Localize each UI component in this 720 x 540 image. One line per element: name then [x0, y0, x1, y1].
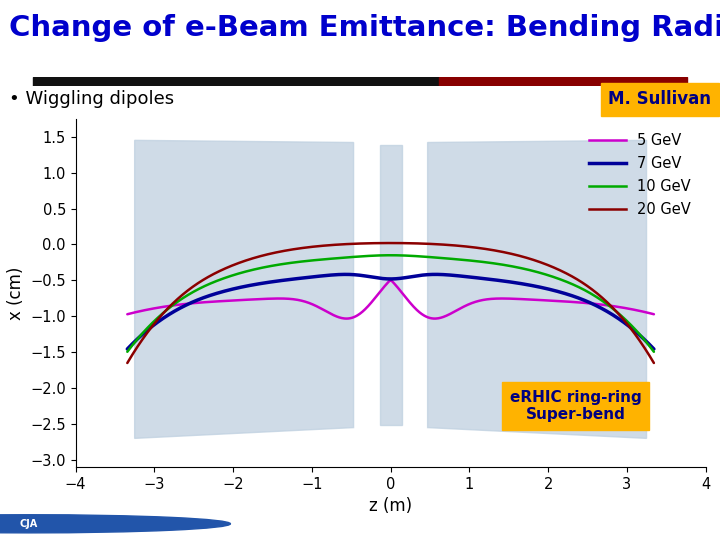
Polygon shape — [379, 145, 402, 426]
10 GeV — [572, 283, 581, 289]
Legend: 5 GeV, 7 GeV, 10 GeV, 20 GeV: 5 GeV, 7 GeV, 10 GeV, 20 GeV — [582, 126, 698, 225]
10 GeV — [485, 260, 494, 266]
Line: 7 GeV: 7 GeV — [127, 274, 654, 349]
20 GeV — [572, 276, 581, 282]
20 GeV — [135, 341, 143, 347]
10 GeV — [386, 252, 395, 259]
Text: eRHIC ring-ring
Super-bend: eRHIC ring-ring Super-bend — [510, 390, 642, 422]
Line: 10 GeV: 10 GeV — [127, 255, 654, 352]
Text: M. Sullivan: M. Sullivan — [608, 90, 711, 109]
7 GeV — [572, 294, 581, 301]
Polygon shape — [135, 140, 354, 438]
10 GeV — [649, 348, 658, 355]
5 GeV — [135, 308, 143, 315]
Y-axis label: x (cm): x (cm) — [6, 266, 24, 320]
5 GeV — [123, 311, 132, 318]
20 GeV — [386, 240, 395, 246]
Bar — [32, 77, 438, 86]
10 GeV — [536, 269, 545, 276]
5 GeV — [485, 296, 494, 302]
5 GeV — [536, 297, 545, 303]
5 GeV — [388, 278, 397, 285]
X-axis label: z (m): z (m) — [369, 497, 412, 515]
10 GeV — [135, 334, 143, 340]
Bar — [438, 77, 688, 86]
Text: Jefferson Lab: Jefferson Lab — [589, 516, 698, 531]
7 GeV — [574, 295, 582, 301]
7 GeV — [485, 276, 494, 282]
20 GeV — [536, 259, 545, 266]
5 GeV — [649, 311, 658, 318]
Text: Change of e-Beam Emittance: Bending Radius: Change of e-Beam Emittance: Bending Radi… — [9, 14, 720, 42]
Line: 5 GeV: 5 GeV — [127, 280, 654, 319]
20 GeV — [649, 360, 658, 366]
10 GeV — [123, 348, 132, 355]
7 GeV — [341, 271, 350, 278]
7 GeV — [387, 276, 396, 282]
7 GeV — [135, 334, 143, 340]
7 GeV — [649, 346, 658, 352]
5 GeV — [573, 299, 582, 306]
Text: CJA: CJA — [19, 519, 38, 529]
5 GeV — [386, 277, 395, 284]
20 GeV — [387, 240, 396, 246]
5 GeV — [343, 315, 351, 322]
7 GeV — [123, 346, 132, 352]
10 GeV — [387, 252, 396, 259]
20 GeV — [574, 277, 582, 284]
Line: 20 GeV: 20 GeV — [127, 243, 654, 363]
Circle shape — [0, 515, 230, 533]
Polygon shape — [428, 140, 647, 438]
20 GeV — [123, 360, 132, 366]
5 GeV — [575, 299, 583, 306]
20 GeV — [485, 246, 494, 253]
7 GeV — [536, 284, 545, 291]
10 GeV — [574, 284, 582, 290]
Text: • Wiggling dipoles: • Wiggling dipoles — [9, 90, 174, 109]
